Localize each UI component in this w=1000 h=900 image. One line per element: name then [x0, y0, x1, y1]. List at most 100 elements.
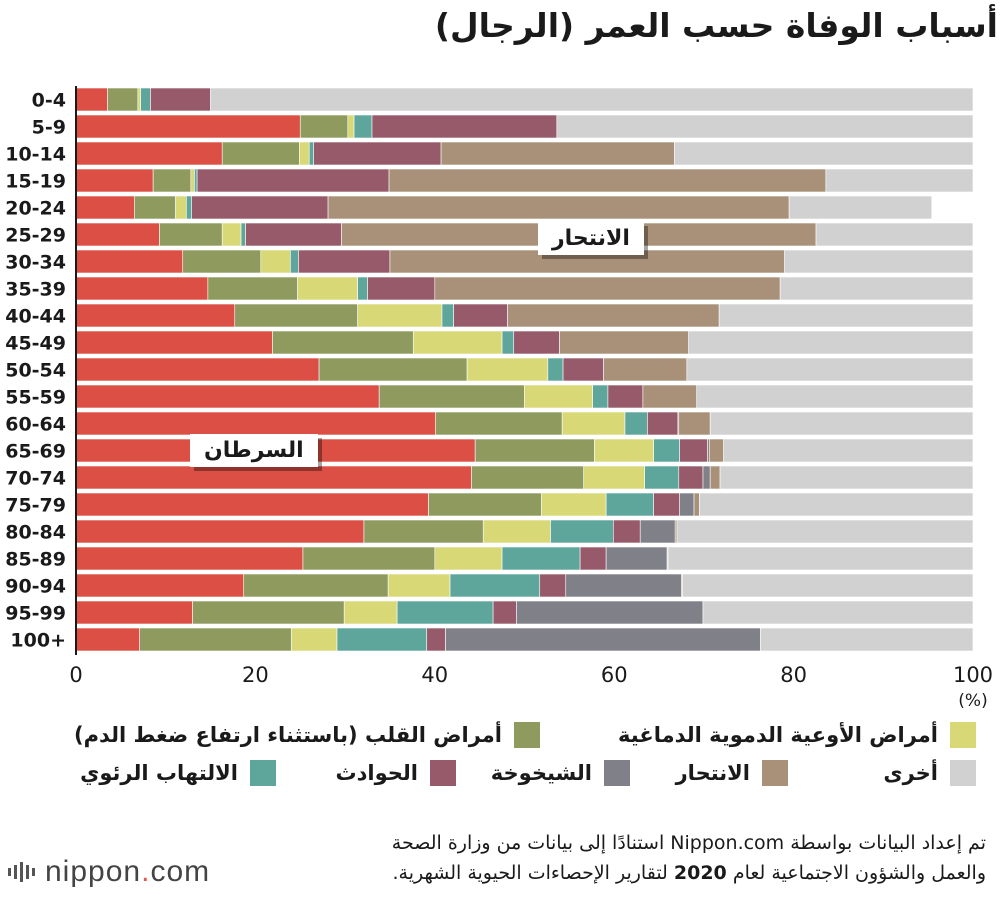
stacked-bar-chart: 0-4 5-9 10-14 15-19 20-24 25-29 30-34 35-39 40-4… [5, 86, 993, 711]
legend-item-accident: الحوادث [336, 760, 456, 786]
y-tick-label: 90-94 [5, 576, 66, 598]
source-line-1: تم إعداد البيانات بواسطة Nippon.com استن… [256, 828, 986, 858]
bar-segment-pneumonia [547, 357, 564, 382]
source-note: تم إعداد البيانات بواسطة Nippon.com استن… [256, 828, 986, 888]
source-year: 2020 [673, 862, 727, 884]
bar-segment-other [688, 330, 974, 355]
bar-segment-accident [613, 519, 641, 544]
bar-segment-accident [150, 87, 211, 112]
bar-segment-pneumonia [140, 87, 151, 112]
bar-segment-cancer [75, 303, 236, 328]
bar-segment-suicide [693, 492, 700, 517]
bar-segment-accident [539, 573, 567, 598]
bar-segment-cancer [75, 141, 223, 166]
bar-segment-cerebro [412, 330, 503, 355]
legend-swatch-suicide [762, 760, 788, 786]
source-text: تم إعداد البيانات بواسطة [790, 832, 986, 854]
bar-segment-pneumonia [644, 465, 680, 490]
x-tick-label: 100 [953, 663, 993, 687]
bar-segment-heart [378, 384, 525, 409]
x-unit-label: (%) [958, 691, 987, 711]
bar-segment-cerebro [434, 546, 503, 571]
bar-segment-accident [426, 627, 446, 652]
callout-suicide: الانتحار [538, 222, 644, 255]
bar-segment-heart [192, 600, 345, 625]
y-tick-label: 100+ [10, 630, 66, 652]
bar-segment-accident [245, 222, 342, 247]
bar-segment-heart [302, 546, 436, 571]
y-tick-label: 20-24 [5, 198, 66, 220]
bar-segment-accident [196, 168, 390, 193]
legend-item-senility: الشيخوخة [491, 760, 630, 786]
bar-segment-cerebro [221, 222, 242, 247]
bar-segment-other [667, 546, 974, 571]
bar-segment-senility [565, 573, 682, 598]
legend-swatch-accident [430, 760, 456, 786]
y-tick-label: 35-39 [5, 279, 66, 301]
bar-segment-cancer [75, 114, 301, 139]
bar-segment-pneumonia [194, 168, 198, 193]
bar-segment-heart [152, 168, 192, 193]
bar-segment-accident [367, 276, 436, 301]
bar-segment-other [676, 519, 974, 544]
bar-segment-heart [139, 627, 292, 652]
x-tick-label: 20 [242, 663, 269, 687]
y-tick-label: 0-4 [32, 90, 66, 112]
bar-segment-suicide [642, 384, 698, 409]
bar-segment-heart [471, 465, 585, 490]
nippon-logo[interactable]: nippon.com [8, 855, 210, 889]
bar-segment-cancer [75, 384, 380, 409]
legend-item-heart: أمراض القلب (باستثناء ارتفاع ضغط الدم) [74, 722, 540, 748]
bar-segment-cerebro [594, 438, 654, 463]
bar-segment-other [556, 114, 974, 139]
legend-label: أخرى [883, 761, 938, 785]
bar-segment-pneumonia [396, 600, 494, 625]
bar-segment-suicide [603, 357, 688, 382]
bar-segment-cerebro [466, 357, 549, 382]
bar-segment-heart [272, 330, 414, 355]
bar-segment-cerebro [387, 573, 451, 598]
bar-segment-other [696, 384, 974, 409]
bar-segment-cancer [75, 492, 429, 517]
bar-segment-senility [445, 627, 761, 652]
y-tick-label: 40-44 [5, 306, 66, 328]
bar-segment-other [682, 573, 974, 598]
y-tick-label: 75-79 [5, 495, 66, 517]
bar-segment-accident [513, 330, 560, 355]
y-tick-label: 60-64 [5, 414, 66, 436]
bar-segment-cancer [75, 411, 436, 436]
bar-segment-pneumonia [353, 114, 373, 139]
source-text: استنادًا إلى بيانات من وزارة الصحة [391, 832, 665, 854]
bar-segment-suicide [708, 438, 724, 463]
bar-segment-pneumonia [336, 627, 428, 652]
bar-segment-accident [313, 141, 442, 166]
bar-segment-heart [428, 492, 542, 517]
bar-segment-suicide [559, 330, 689, 355]
legend-label: الالتهاب الرئوي [80, 761, 238, 785]
legend-item-cerebro: أمراض الأوعية الدموية الدماغية [618, 722, 976, 748]
bar-segment-heart [299, 114, 349, 139]
bar-segment-suicide [388, 168, 827, 193]
bar-segment-cancer [75, 276, 209, 301]
bar-segment-other [718, 303, 974, 328]
bar-segment-pneumonia [550, 519, 614, 544]
bar-segment-suicide [678, 411, 711, 436]
legend-label: الحوادث [335, 761, 418, 785]
y-tick-label: 30-34 [5, 252, 66, 274]
bar-segment-other [779, 276, 974, 301]
bar-segment-pneumonia [290, 249, 299, 274]
legend-swatch-senility [604, 760, 630, 786]
bar-segment-accident [492, 600, 517, 625]
bar-segment-senility [679, 492, 695, 517]
bar-segment-accident [453, 303, 508, 328]
x-tick-label: 80 [780, 663, 807, 687]
bar-segment-cerebro [561, 411, 626, 436]
bar-segment-heart [182, 249, 262, 274]
y-tick-label: 65-69 [5, 441, 66, 463]
bar-segment-heart [318, 357, 468, 382]
source-line-2: والعمل والشؤون الاجتماعية لعام 2020 لتقا… [256, 858, 987, 888]
bar-segment-cancer [75, 87, 108, 112]
y-tick-label: 80-84 [5, 522, 66, 544]
bar-segment-suicide [709, 465, 721, 490]
bar-segment-accident [562, 357, 604, 382]
